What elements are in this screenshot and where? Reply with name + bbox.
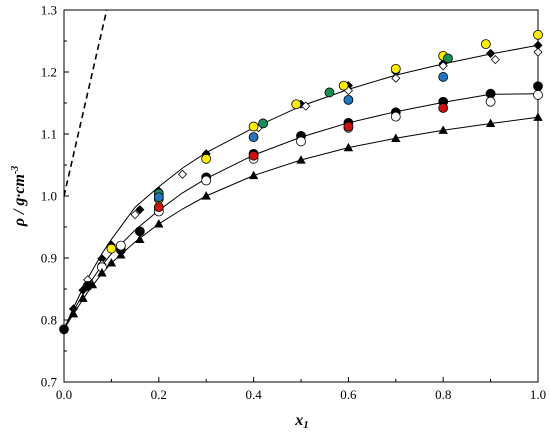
circle-marker xyxy=(153,192,164,203)
circle-marker xyxy=(106,243,117,254)
y-tick-label: 1.1 xyxy=(41,127,57,142)
triangle-marker xyxy=(135,234,145,244)
x-tick-label: 0.4 xyxy=(245,387,262,402)
triangle-marker xyxy=(201,191,211,200)
circle-marker xyxy=(258,118,268,129)
circle-marker xyxy=(480,39,491,49)
diamond-open-marker xyxy=(533,47,543,57)
circle-marker xyxy=(248,121,259,132)
data-markers xyxy=(59,29,543,335)
circle-marker xyxy=(324,87,335,98)
plot-frame xyxy=(63,9,539,383)
fit-curve xyxy=(64,116,538,330)
triangle-marker xyxy=(438,125,448,134)
x-axis: 0.0 0.2 0.4 0.6 0.8 1.0 xyxy=(56,377,546,402)
triangle-marker xyxy=(97,268,107,277)
circle-open-marker xyxy=(115,240,126,251)
y-axis: 0.7 0.8 0.9 1.0 1.1 1.2 1.3 xyxy=(41,3,69,390)
triangle-marker xyxy=(87,279,98,289)
y-axis-title: ρ / g·cm-3 xyxy=(10,166,28,228)
triangle-marker xyxy=(391,133,401,142)
triangle-marker xyxy=(154,219,164,228)
diamond-open-marker xyxy=(490,55,500,65)
dashed-curve xyxy=(64,10,108,197)
circle-marker xyxy=(438,103,449,113)
fit-curve xyxy=(64,93,538,330)
circle-open-marker xyxy=(296,136,306,147)
circle-marker xyxy=(59,324,69,335)
circle-marker xyxy=(338,80,349,91)
x-tick-label: 1.0 xyxy=(530,387,546,402)
triangle-marker xyxy=(106,258,117,267)
circle-marker xyxy=(390,64,401,74)
triangle-marker xyxy=(116,250,126,259)
diamond-open-marker xyxy=(391,73,401,83)
fit-curve xyxy=(64,44,538,330)
y-tick-label: 0.7 xyxy=(41,375,58,390)
y-tick-label: 1.3 xyxy=(41,3,57,18)
diamond-marker xyxy=(135,205,145,215)
diamond-open-marker xyxy=(130,210,140,220)
circle-marker xyxy=(248,132,259,143)
x-tick-label: 0.6 xyxy=(340,387,357,402)
circle-open-marker xyxy=(390,111,401,122)
x-tick-label: 0.0 xyxy=(56,387,72,402)
circle-marker xyxy=(533,81,543,92)
triangle-marker xyxy=(533,112,543,121)
triangle-marker xyxy=(343,142,354,152)
x-tick-label: 0.2 xyxy=(151,387,167,402)
circle-marker xyxy=(438,72,449,82)
y-tick-label: 0.8 xyxy=(41,313,57,328)
diamond-marker xyxy=(486,48,496,58)
circle-marker xyxy=(153,202,164,213)
y-tick-label: 0.9 xyxy=(41,251,57,266)
circle-open-marker xyxy=(201,175,212,186)
diamond-open-marker xyxy=(438,61,448,71)
y-tick-label: 1.2 xyxy=(41,65,57,80)
triangle-marker xyxy=(296,155,306,164)
triangle-marker xyxy=(68,308,79,318)
circle-marker xyxy=(533,29,543,40)
triangle-marker xyxy=(485,118,496,128)
x-tick-label: 0.8 xyxy=(435,387,451,402)
circle-marker xyxy=(291,99,302,110)
circle-marker xyxy=(343,121,354,132)
circle-open-marker xyxy=(533,90,543,100)
circle-marker xyxy=(134,226,145,237)
diamond-open-marker xyxy=(301,101,311,111)
circle-marker xyxy=(201,153,212,164)
circle-marker xyxy=(248,150,259,161)
diamond-open-marker xyxy=(177,169,188,179)
y-tick-label: 1.0 xyxy=(41,189,57,204)
circle-marker xyxy=(443,53,453,64)
circle-marker xyxy=(485,88,496,99)
fit-curves xyxy=(64,10,538,330)
triangle-marker xyxy=(248,170,259,180)
circle-marker xyxy=(343,95,354,105)
x-axis-title: x1 xyxy=(294,412,309,431)
triangle-marker xyxy=(78,293,88,302)
plot-border xyxy=(63,9,539,383)
circle-open-marker xyxy=(485,96,496,107)
